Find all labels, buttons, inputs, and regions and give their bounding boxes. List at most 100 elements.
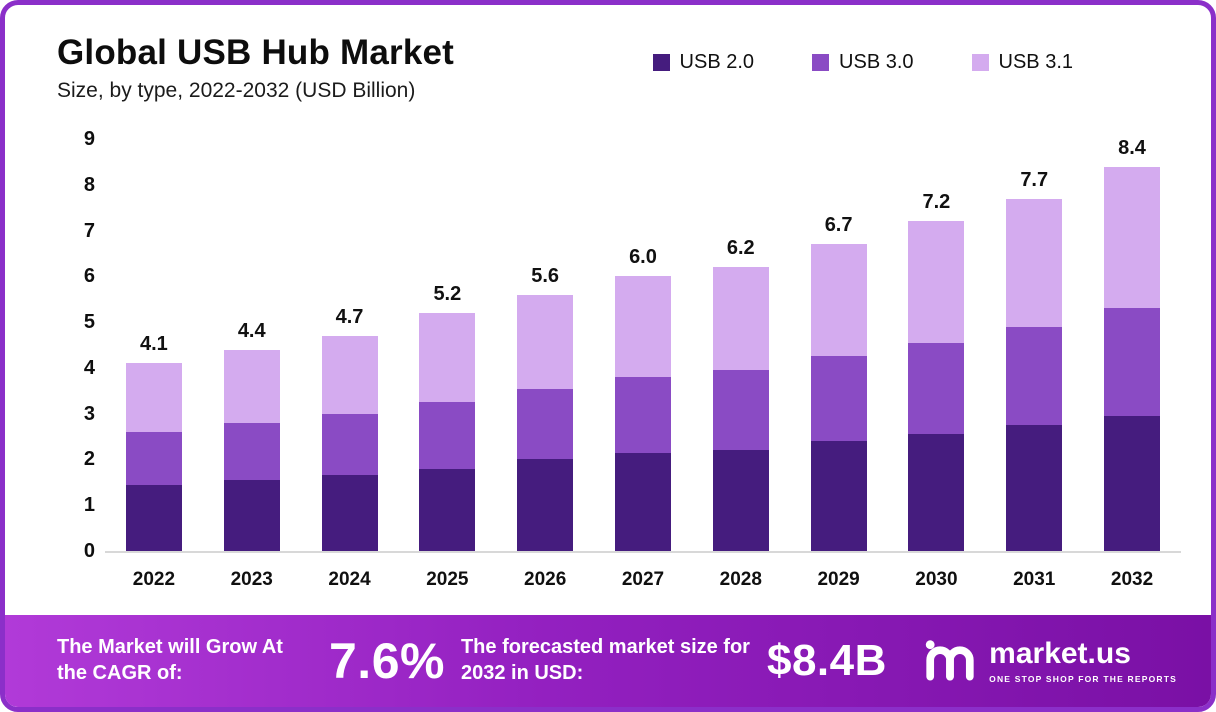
marketus-icon — [923, 637, 977, 686]
bar-segment-usb-3.1[interactable] — [810, 244, 867, 357]
bar-segment-usb-3.0[interactable] — [321, 413, 378, 476]
bar-segment-usb-3.0[interactable] — [1104, 308, 1161, 416]
y-tick: 6 — [83, 265, 95, 288]
bar-group-2029[interactable]: 6.7 2029 — [810, 139, 867, 590]
y-tick: 3 — [83, 402, 95, 425]
y-tick: 1 — [83, 494, 95, 517]
legend-swatch — [812, 54, 830, 71]
page-title: Global USB Hub Market — [57, 33, 455, 72]
bar-group-2028[interactable]: 6.2 2028 — [712, 139, 769, 590]
x-axis-label: 2031 — [1013, 569, 1056, 590]
bar-total-label: 6.0 — [629, 246, 657, 269]
legend-item-usb-3.0[interactable]: USB 3.0 — [812, 51, 914, 74]
bar-segment-usb-3.1[interactable] — [125, 363, 182, 432]
bar-group-2024[interactable]: 4.7 2024 — [321, 139, 378, 590]
page-subtitle: Size, by type, 2022-2032 (USD Billion) — [57, 79, 416, 102]
bar-segment-usb-2.0[interactable] — [908, 434, 965, 551]
bar-group-2022[interactable]: 4.1 2022 — [125, 139, 182, 590]
bar-segment-usb-3.0[interactable] — [810, 356, 867, 442]
bar-total-label: 4.4 — [237, 319, 266, 342]
bar-segment-usb-3.1[interactable] — [614, 276, 671, 378]
bar-group-2031[interactable]: 7.7 2031 — [1006, 139, 1063, 590]
brand-tagline: ONE STOP SHOP FOR THE REPORTS — [989, 673, 1177, 684]
y-tick: 4 — [83, 356, 95, 379]
x-axis-label: 2025 — [426, 569, 469, 590]
legend-label: USB 2.0 — [679, 51, 755, 73]
x-axis-label: 2023 — [230, 569, 273, 590]
bar-group-2023[interactable]: 4.4 2023 — [223, 139, 280, 590]
legend-item-usb-2.0[interactable]: USB 2.0 — [652, 51, 755, 74]
bar-group-2030[interactable]: 7.2 2030 — [908, 139, 965, 590]
legend-swatch — [971, 54, 989, 71]
bar-segment-usb-3.1[interactable] — [321, 335, 378, 414]
y-tick: 0 — [83, 539, 95, 562]
legend-label: USB 3.1 — [998, 51, 1073, 73]
legend: USB 2.0 USB 3.0 USB 3.1 — [652, 51, 1073, 74]
bar-segment-usb-2.0[interactable] — [517, 459, 574, 551]
bar-group-2027[interactable]: 6.0 2027 — [614, 139, 671, 590]
y-tick: 8 — [83, 173, 95, 196]
brand-name: market.us — [989, 636, 1131, 670]
bar-total-label: 7.7 — [1020, 168, 1049, 191]
bar-total-label: 6.7 — [824, 214, 853, 237]
legend-label: USB 3.0 — [839, 51, 914, 73]
bar-segment-usb-2.0[interactable] — [223, 480, 280, 551]
brand-text: market.us ONE STOP SHOP FOR THE REPORTS — [989, 636, 1177, 684]
bar-total-label: 8.4 — [1118, 136, 1146, 159]
bar-total-label: 4.7 — [335, 305, 364, 328]
x-axis-label: 2030 — [915, 569, 958, 590]
bar-segment-usb-2.0[interactable] — [1006, 425, 1063, 551]
bar-total-label: 4.1 — [140, 333, 168, 356]
bar-segment-usb-2.0[interactable] — [125, 484, 182, 551]
x-axis-label: 2022 — [132, 569, 176, 590]
bar-group-2032[interactable]: 8.4 2032 — [1104, 136, 1161, 590]
bar-segment-usb-3.1[interactable] — [517, 294, 574, 389]
footer-banner: The Market will Grow At the CAGR of: 7.6… — [5, 615, 1211, 707]
bar-total-label: 7.2 — [922, 191, 951, 214]
bar-segment-usb-3.0[interactable] — [614, 377, 671, 453]
cagr-label: The Market will Grow At the CAGR of: — [57, 636, 283, 684]
bar-segment-usb-2.0[interactable] — [321, 475, 378, 551]
bar-segment-usb-3.0[interactable] — [125, 431, 182, 485]
bar-segment-usb-3.0[interactable] — [712, 370, 769, 451]
chart-header: Global USB Hub Market Size, by type, 202… — [57, 33, 454, 103]
bar-segment-usb-3.0[interactable] — [1006, 326, 1063, 426]
bar-segment-usb-3.0[interactable] — [419, 402, 476, 469]
bar-segment-usb-3.1[interactable] — [908, 221, 965, 343]
bar-total-label: 5.6 — [531, 264, 560, 287]
bar-segment-usb-2.0[interactable] — [419, 468, 476, 551]
y-tick: 7 — [83, 219, 95, 242]
bar-segment-usb-3.0[interactable] — [517, 388, 574, 460]
bar-segment-usb-3.1[interactable] — [1104, 166, 1161, 309]
legend-item-usb-3.1[interactable]: USB 3.1 — [971, 51, 1073, 74]
x-axis-label: 2032 — [1110, 569, 1154, 590]
bar-segment-usb-2.0[interactable] — [810, 441, 867, 551]
y-tick: 2 — [83, 448, 95, 471]
bar-segment-usb-3.1[interactable] — [712, 267, 769, 371]
bar-segment-usb-3.1[interactable] — [223, 349, 280, 423]
x-axis-label: 2027 — [621, 569, 665, 590]
bar-segment-usb-2.0[interactable] — [712, 450, 769, 551]
x-axis-label: 2028 — [719, 569, 762, 590]
bar-segment-usb-3.1[interactable] — [419, 312, 476, 403]
bar-segment-usb-3.1[interactable] — [1006, 198, 1063, 327]
bar-group-2026[interactable]: 5.6 2026 — [517, 139, 574, 590]
bar-segment-usb-3.0[interactable] — [223, 422, 280, 481]
y-axis: 9 8 7 6 5 4 3 2 1 0 — [57, 126, 95, 564]
forecast-value: $8.4B — [766, 636, 887, 685]
bar-group-2025[interactable]: 5.2 2025 — [419, 139, 476, 590]
x-axis-label: 2026 — [524, 569, 567, 590]
x-axis-label: 2029 — [817, 569, 860, 590]
legend-swatch — [652, 54, 670, 71]
forecast-label: The forecasted market size for 2032 in U… — [460, 636, 750, 684]
bar-total-label: 6.2 — [726, 237, 755, 260]
y-tick: 5 — [83, 311, 95, 334]
bar-segment-usb-2.0[interactable] — [614, 452, 671, 551]
bar-segment-usb-2.0[interactable] — [1104, 415, 1161, 551]
brand-logo[interactable]: market.us ONE STOP SHOP FOR THE REPORTS — [923, 637, 1177, 686]
x-axis-label: 2024 — [328, 569, 371, 590]
bar-segment-usb-3.0[interactable] — [908, 342, 965, 435]
